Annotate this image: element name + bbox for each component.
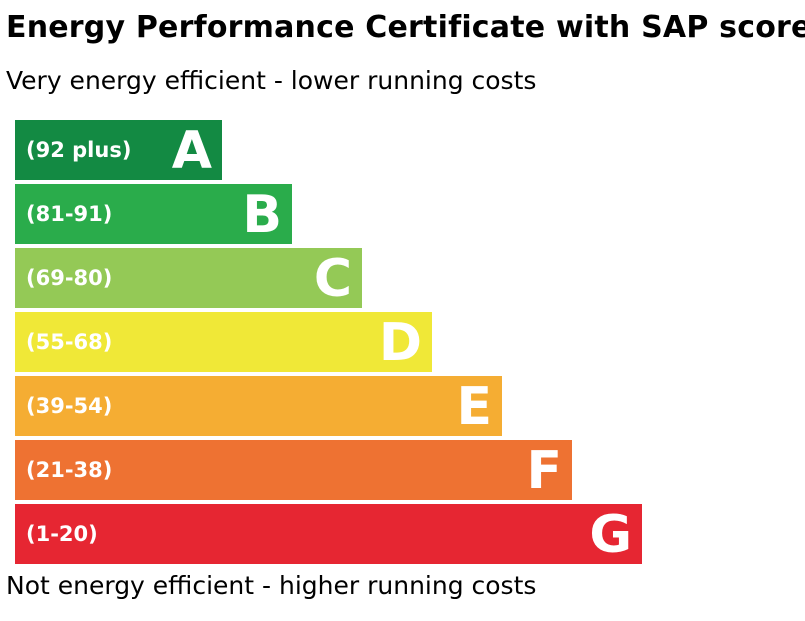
band-e-letter: E xyxy=(456,377,492,437)
band-b-letter: B xyxy=(242,185,282,245)
band-a: (92 plus) A xyxy=(15,120,222,181)
band-f: (21-38) F xyxy=(15,440,572,501)
band-g-range: (1-20) xyxy=(26,522,98,546)
band-a-letter: A xyxy=(171,121,212,181)
band-c: (69-80) C xyxy=(15,248,362,309)
band-g-letter: G xyxy=(589,505,632,565)
band-e-range: (39-54) xyxy=(26,394,113,418)
band-d-letter: D xyxy=(378,313,422,373)
band-d-range: (55-68) xyxy=(26,330,113,354)
band-f-letter: F xyxy=(526,441,562,501)
inefficient-label: Not energy efficient - higher running co… xyxy=(6,571,537,600)
band-g: (1-20) G xyxy=(15,504,642,565)
band-c-letter: C xyxy=(313,249,352,309)
efficient-label: Very energy efficient - lower running co… xyxy=(6,66,537,95)
band-d: (55-68) D xyxy=(15,312,432,373)
band-e: (39-54) E xyxy=(15,376,502,437)
band-f-range: (21-38) xyxy=(26,458,113,482)
chart-title: Energy Performance Certificate with SAP … xyxy=(6,10,805,45)
band-a-range: (92 plus) xyxy=(26,138,132,162)
band-c-range: (69-80) xyxy=(26,266,113,290)
band-b-range: (81-91) xyxy=(26,202,113,226)
band-b: (81-91) B xyxy=(15,184,292,245)
